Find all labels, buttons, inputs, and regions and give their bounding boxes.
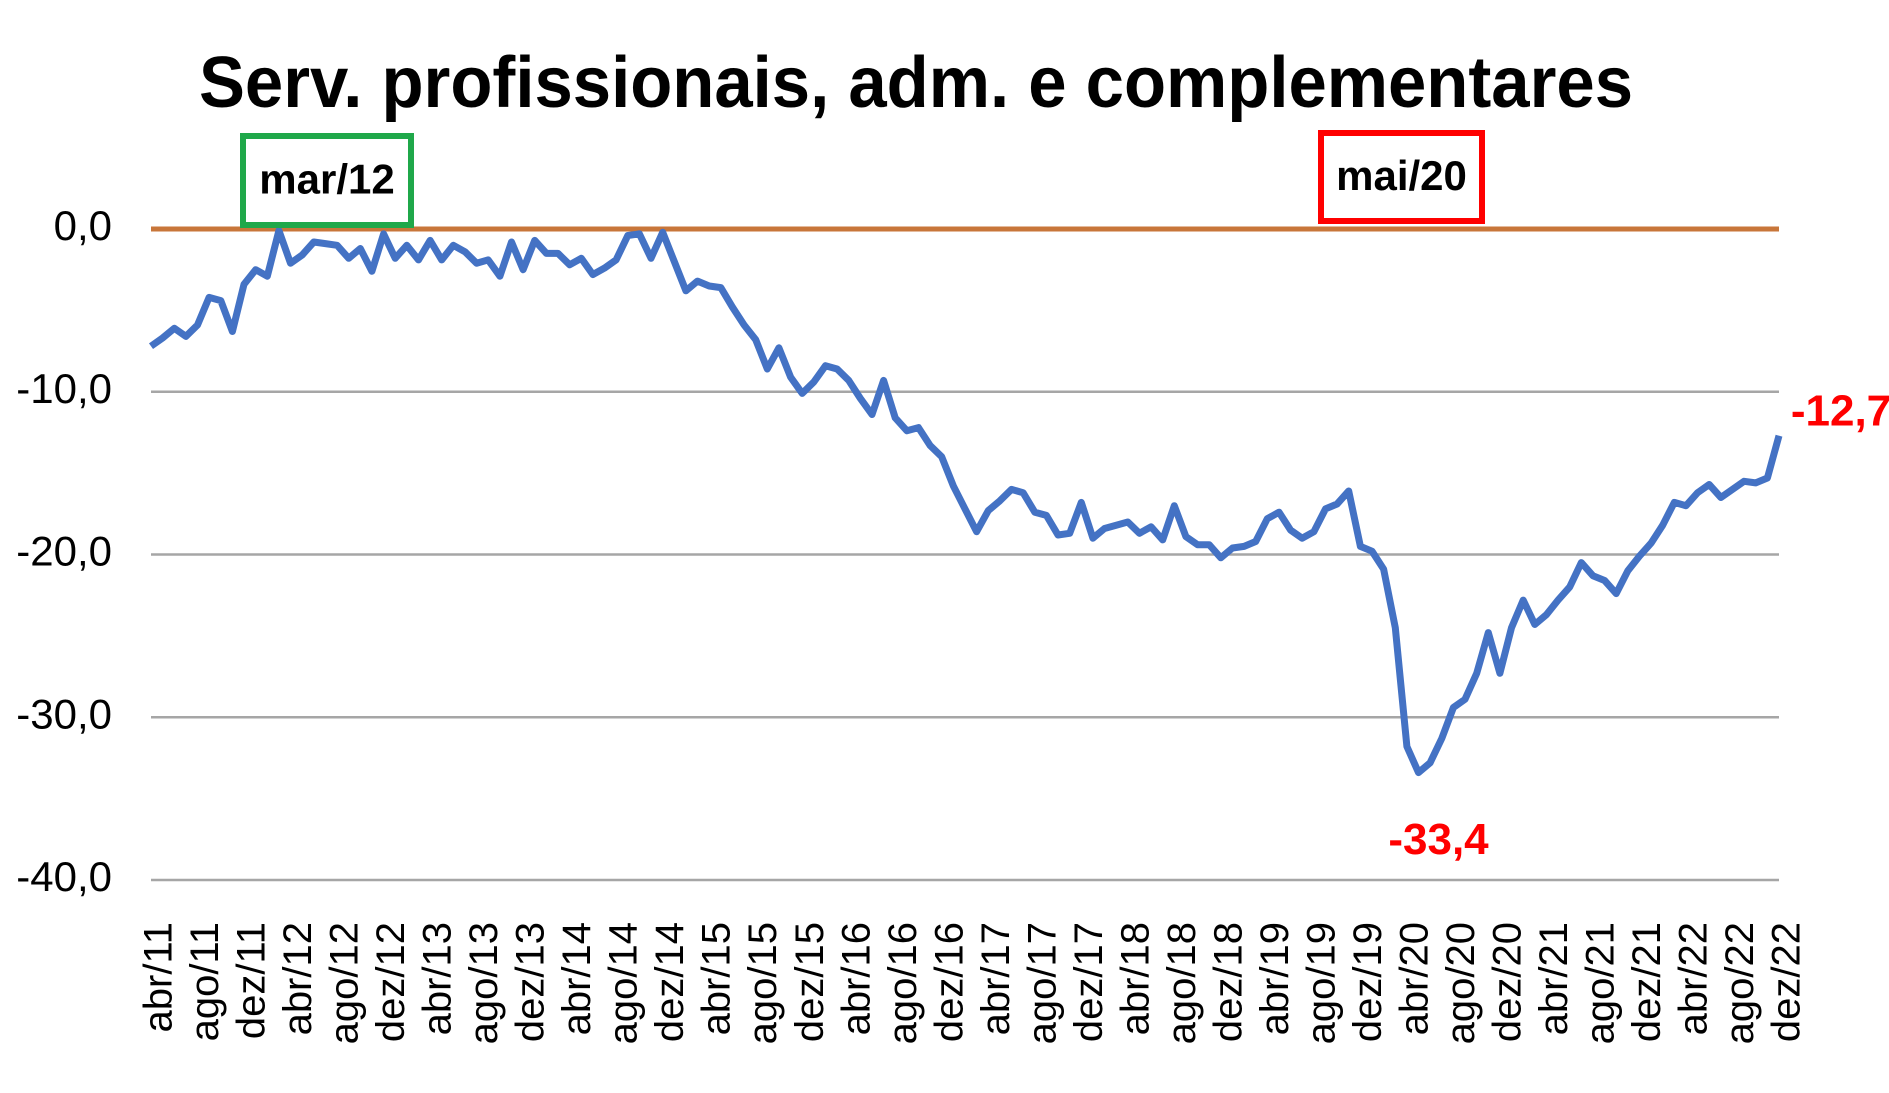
x-tick-label: abr/13 [416, 922, 460, 1035]
data-label: -33,4 [1388, 815, 1489, 864]
x-tick-label: abr/11 [137, 922, 181, 1032]
highlight-box [240, 133, 414, 228]
x-tick-label: abr/14 [555, 922, 599, 1035]
y-tick-label: 0,0 [54, 202, 112, 249]
x-tick-label: ago/22 [1718, 922, 1762, 1044]
y-tick-label: -30,0 [16, 690, 112, 737]
x-tick-label: dez/12 [369, 922, 413, 1042]
x-tick-label: abr/16 [834, 922, 878, 1035]
x-tick-label: dez/19 [1346, 922, 1390, 1042]
x-tick-label: abr/19 [1253, 922, 1297, 1035]
x-tick-label: ago/16 [881, 922, 925, 1044]
x-tick-label: dez/18 [1206, 922, 1250, 1042]
highlight-label: mai/20 [1336, 152, 1467, 199]
x-tick-label: dez/11 [230, 922, 274, 1039]
x-tick-label: dez/17 [1067, 922, 1111, 1042]
x-tick-label: abr/12 [276, 922, 320, 1035]
y-tick-label: -40,0 [16, 853, 112, 900]
y-tick-label: -20,0 [16, 528, 112, 575]
x-tick-label: ago/13 [462, 922, 506, 1044]
x-tick-label: dez/20 [1485, 922, 1529, 1042]
x-tick-label: dez/13 [509, 922, 553, 1042]
highlight-label: mar/12 [259, 156, 394, 203]
x-tick-label: dez/16 [927, 922, 971, 1042]
x-tick-label: abr/15 [695, 922, 739, 1035]
x-tick-label: abr/18 [1113, 922, 1157, 1035]
chart-title: Serv. profissionais, adm. e complementar… [199, 43, 1633, 123]
x-tick-label: dez/21 [1625, 922, 1669, 1042]
x-tick-label: ago/19 [1299, 922, 1343, 1044]
x-tick-label: dez/15 [788, 922, 832, 1042]
x-tick-label: ago/15 [741, 922, 785, 1044]
x-tick-label: ago/21 [1579, 922, 1623, 1044]
x-tick-label: dez/22 [1765, 922, 1809, 1042]
x-tick-label: ago/18 [1160, 922, 1204, 1044]
highlight-box [1318, 130, 1485, 224]
x-tick-label: abr/22 [1672, 922, 1716, 1035]
x-tick-label: ago/14 [602, 922, 646, 1044]
x-tick-label: ago/12 [323, 922, 367, 1044]
x-tick-label: dez/14 [648, 922, 692, 1042]
x-tick-label: ago/20 [1439, 922, 1483, 1044]
x-tick-label: abr/17 [974, 922, 1018, 1035]
x-tick-label: abr/20 [1392, 922, 1436, 1035]
x-tick-label: abr/21 [1532, 922, 1576, 1035]
y-tick-label: -10,0 [16, 365, 112, 412]
data-label: -12,7 [1791, 386, 1889, 435]
x-tick-label: ago/17 [1020, 922, 1064, 1044]
x-tick-label: ago/11 [183, 922, 227, 1041]
line-series [148, 227, 1783, 777]
